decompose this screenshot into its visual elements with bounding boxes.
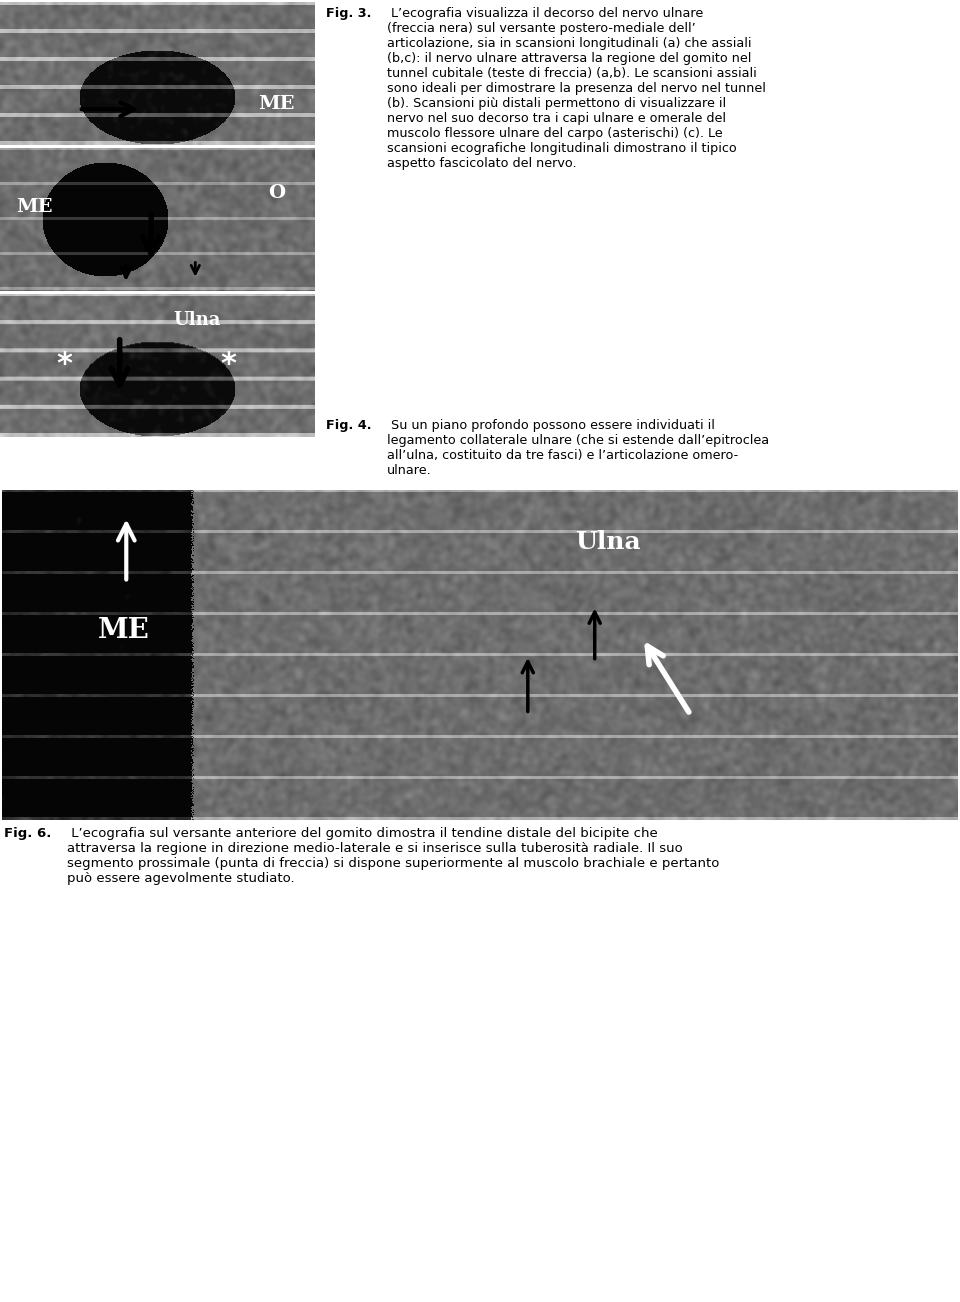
Text: L’ecografia sul versante anteriore del gomito dimostra il tendine distale del bi: L’ecografia sul versante anteriore del g… [67,827,719,885]
Text: L’ecografia visualizza il decorso del nervo ulnare
(freccia nera) sul versante p: L’ecografia visualizza il decorso del ne… [387,7,766,169]
Text: Fig. 5.: Fig. 5. [326,591,372,604]
Text: ME: ME [98,617,150,644]
Text: *: * [221,350,236,379]
Text: Su un piano profondo possono essere individuati il
legamento collaterale ulnare : Su un piano profondo possono essere indi… [387,419,769,477]
Text: ME: ME [258,95,295,113]
Text: Ulna: Ulna [576,530,641,555]
Text: ME: ME [15,198,52,216]
Text: Fig. 4.: Fig. 4. [326,419,372,432]
Text: Fig. 3.: Fig. 3. [326,7,372,20]
Text: *: * [57,350,73,379]
Text: Ulna: Ulna [173,311,221,329]
Text: O: O [268,184,285,202]
Text: Fig. 6.: Fig. 6. [4,827,51,840]
Text: Sul versante laterale del gomito l’ecografia rivela il
tendine comune dei muscol: Sul versante laterale del gomito l’ecogr… [387,591,755,648]
